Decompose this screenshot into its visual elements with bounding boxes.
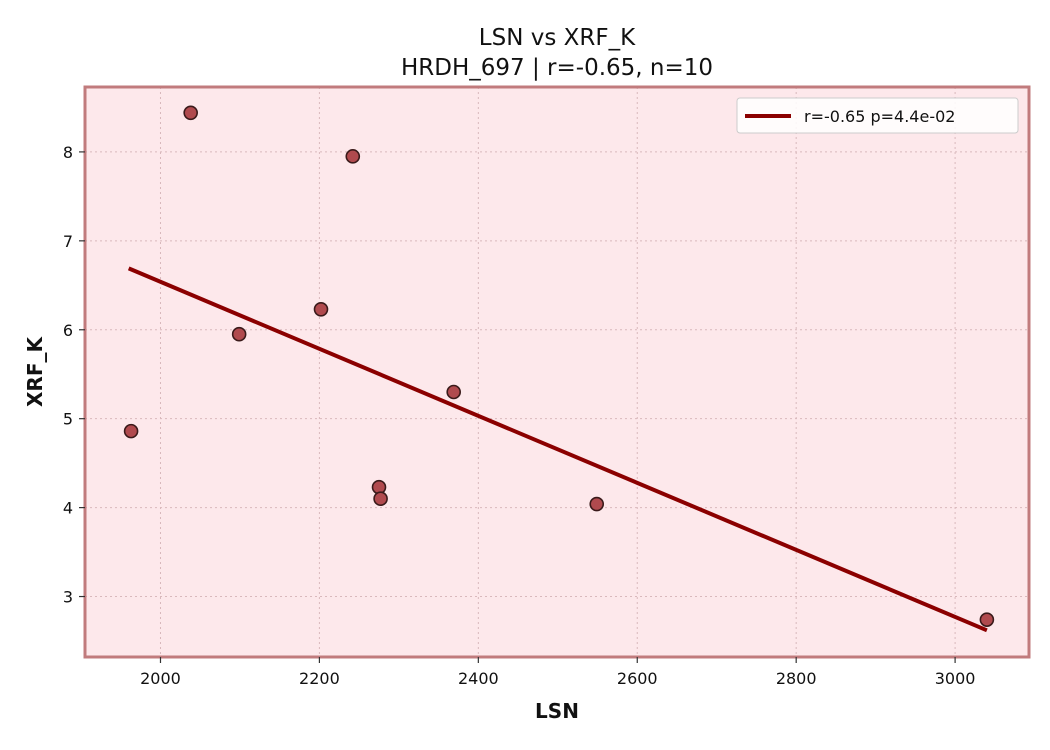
x-tick-label: 2200 xyxy=(299,669,340,688)
x-tick-label: 3000 xyxy=(935,669,976,688)
x-tick-label: 2000 xyxy=(140,669,181,688)
x-tick-label: 2600 xyxy=(617,669,658,688)
data-point xyxy=(345,149,361,164)
x-tick-label: 2800 xyxy=(776,669,817,688)
y-tick-label: 7 xyxy=(63,232,73,251)
legend: r=-0.65 p=4.4e-02 xyxy=(736,97,1019,134)
x-tick-label: 2400 xyxy=(458,669,499,688)
data-point xyxy=(446,384,462,400)
plot-area xyxy=(85,87,1029,657)
y-tick-label: 6 xyxy=(63,321,73,340)
data-point xyxy=(183,105,198,121)
legend-label: r=-0.65 p=4.4e-02 xyxy=(804,107,955,126)
y-tick-label: 3 xyxy=(63,588,73,607)
y-tick-label: 5 xyxy=(63,410,73,429)
data-point xyxy=(373,491,388,507)
data-points xyxy=(123,105,995,627)
chart-title: LSN vs XRF_K xyxy=(479,25,636,51)
fit-line-group xyxy=(127,266,988,633)
data-point xyxy=(123,423,139,439)
plot-frame xyxy=(83,85,1031,659)
data-point xyxy=(979,612,995,627)
data-point xyxy=(589,496,605,512)
y-axis-label: XRF_K xyxy=(23,336,47,407)
gridlines xyxy=(85,87,1029,657)
data-point xyxy=(231,326,247,342)
legend-box xyxy=(736,97,1019,134)
fit-line xyxy=(127,266,988,633)
chart-subtitle: HRDH_697 | r=-0.65, n=10 xyxy=(401,55,713,81)
y-tick-label: 4 xyxy=(63,499,73,518)
x-axis-label: LSN xyxy=(535,699,579,723)
axis-ticks: 2000 2200 2400 2600 2800 3000 3 4 5 6 7 8 xyxy=(63,143,976,688)
data-point xyxy=(313,302,329,317)
y-tick-label: 8 xyxy=(63,143,73,162)
